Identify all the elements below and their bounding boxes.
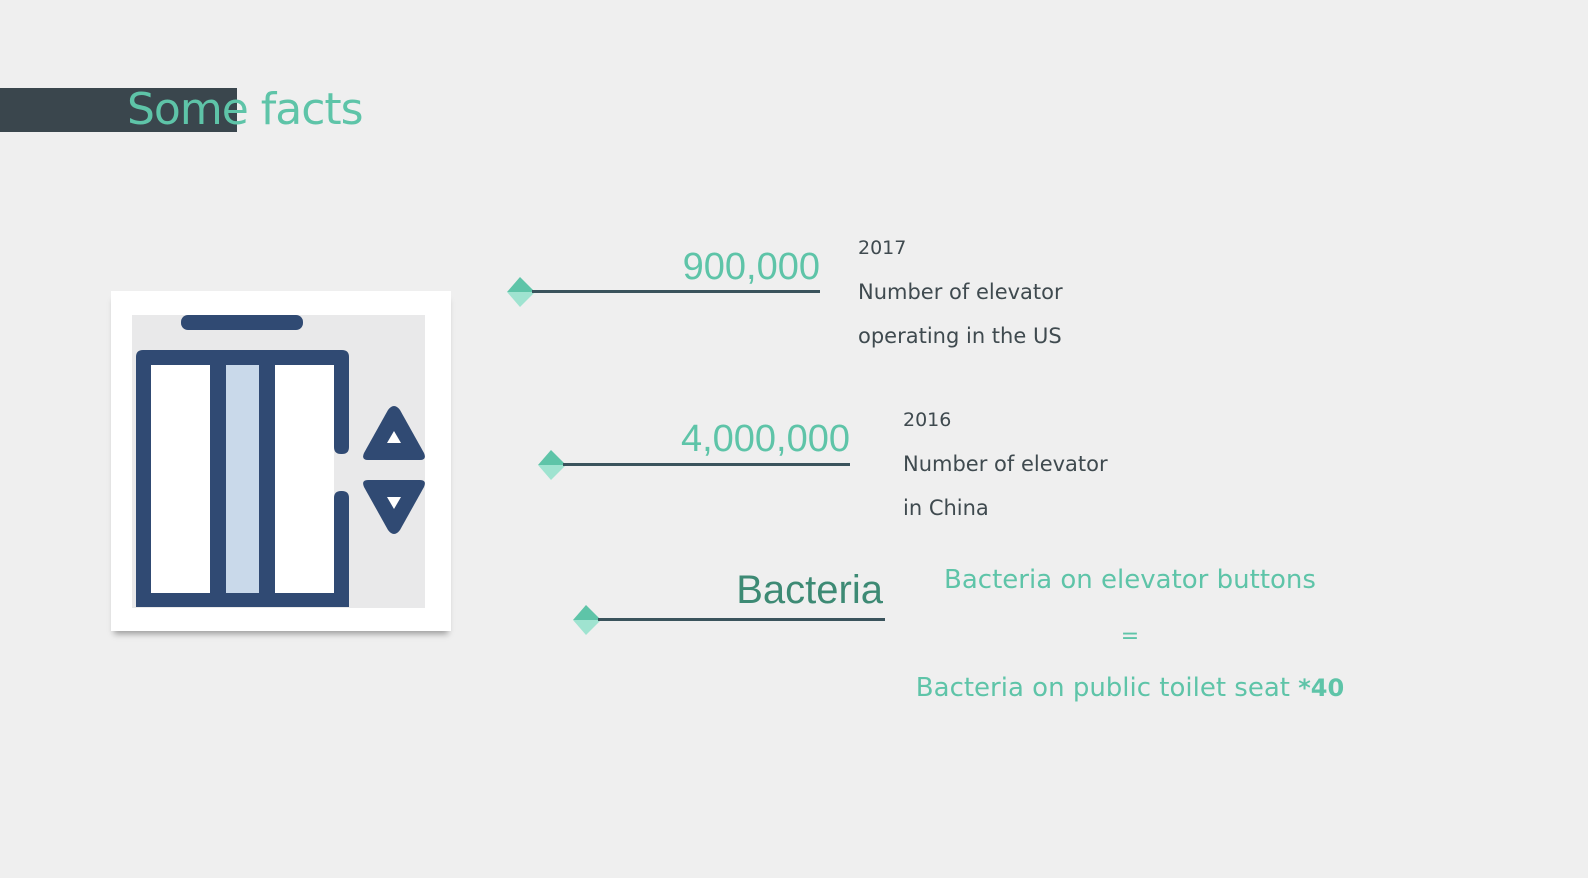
bacteria-line2-wrapper: Bacteria on public toilet seat *40 bbox=[880, 673, 1380, 703]
bacteria-label: Bacteria bbox=[736, 568, 883, 612]
fact-2-line2: in China bbox=[903, 496, 989, 520]
bacteria-line1: Bacteria on elevator buttons bbox=[944, 565, 1316, 595]
fact-2-connector bbox=[563, 463, 850, 466]
fact-1-description: 2017 Number of elevator operating in the… bbox=[858, 226, 1063, 358]
fact-1-year: 2017 bbox=[858, 237, 907, 259]
bacteria-line2: Bacteria on public toilet seat bbox=[915, 673, 1299, 703]
fact-1-connector bbox=[532, 290, 820, 293]
title-bar bbox=[0, 88, 237, 132]
elevator-icon bbox=[132, 315, 425, 608]
fact-2-number: 4,000,000 bbox=[680, 418, 850, 460]
arrow-down-icon bbox=[363, 480, 425, 534]
arrow-up-icon bbox=[363, 406, 425, 460]
bacteria-multiplier: *40 bbox=[1298, 674, 1345, 702]
diamond-marker-icon bbox=[573, 605, 601, 635]
fact-2-year: 2016 bbox=[903, 409, 952, 431]
bacteria-connector bbox=[598, 618, 885, 621]
fact-2-line1: Number of elevator bbox=[903, 452, 1108, 476]
fact-1-line1: Number of elevator bbox=[858, 280, 1063, 304]
elevator-image-card bbox=[111, 291, 451, 631]
bacteria-equals: = bbox=[1120, 624, 1140, 649]
fact-2-description: 2016 Number of elevator in China bbox=[903, 398, 1108, 530]
fact-1-line2: operating in the US bbox=[858, 324, 1062, 348]
fact-1-number: 900,000 bbox=[682, 246, 820, 288]
page-title: Some facts bbox=[127, 84, 364, 135]
diamond-marker-icon bbox=[507, 277, 535, 307]
diamond-marker-icon bbox=[538, 450, 566, 480]
